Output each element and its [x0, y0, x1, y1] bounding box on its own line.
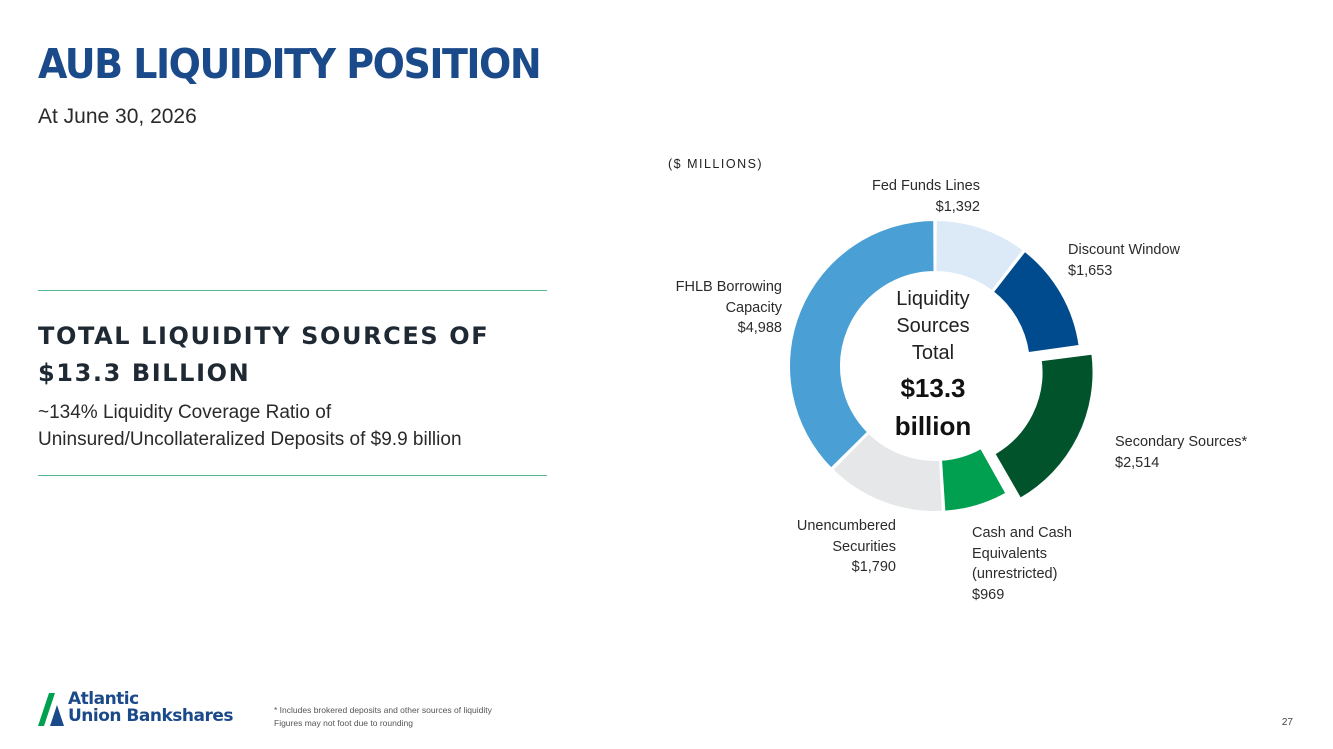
footnote-2: Figures may not foot due to rounding: [274, 718, 413, 728]
label-name: Securities: [832, 538, 896, 555]
label-value: $1,392: [935, 198, 980, 215]
label-name: Fed Funds Lines: [871, 178, 980, 194]
headline-line-2: $13.3 BILLION: [38, 359, 251, 387]
donut-center-label: Liquidity Sources Total $13.3 billion: [868, 286, 998, 443]
divider-bottom: [38, 475, 547, 476]
liquidity-donut-chart: [788, 218, 1095, 513]
center-line-2: Sources: [896, 315, 970, 337]
divider-top: [38, 290, 547, 291]
center-line-3: Total: [911, 342, 955, 364]
label-fhlb-borrowing: FHLB Borrowing Capacity $4,988: [632, 277, 782, 339]
label-value: $969: [972, 586, 1005, 603]
company-logo: Atlantic Union Bankshares: [38, 691, 278, 731]
label-unencumbered-securities: Unencumbered Securities $1,790: [745, 516, 896, 578]
label-name: Cash and Cash: [972, 525, 1072, 541]
page-title: AUB LIQUIDITY POSITION: [38, 40, 542, 88]
label-name: Unencumbered: [796, 518, 896, 534]
units-label: ($ MILLIONS): [668, 157, 764, 171]
label-value: $4,988: [737, 320, 782, 336]
liquidity-headline: TOTAL LIQUIDITY SOURCES OF $13.3 BILLION: [38, 318, 558, 392]
donut-slice-discount-window: [991, 249, 1081, 355]
footnotes: * Includes brokered deposits and other s…: [274, 704, 492, 730]
label-name: Capacity: [725, 299, 782, 316]
label-cash-equivalents: Cash and Cash Equivalents (unrestricted)…: [972, 523, 1112, 605]
center-value-line-2: billion: [894, 411, 972, 441]
center-line-1: Liquidity: [896, 288, 970, 310]
label-name: Secondary Sources*: [1115, 434, 1248, 450]
ratio-line-2: Uninsured/Uncollateralized Deposits of $…: [38, 429, 462, 450]
label-name: FHLB Borrowing: [675, 279, 782, 295]
label-value: $1,653: [1068, 262, 1113, 279]
logo-wordmark: Atlantic Union Bankshares: [68, 689, 234, 726]
ratio-line-1: ~134% Liquidity Coverage Ratio of: [38, 402, 332, 423]
page-number: 27: [1281, 717, 1293, 728]
footnote-1: * Includes brokered deposits and other s…: [274, 705, 492, 715]
label-name: (unrestricted): [972, 566, 1058, 582]
logo-line-2: Union Bankshares: [68, 706, 234, 726]
label-secondary-sources: Secondary Sources* $2,514: [1115, 432, 1285, 473]
donut-slice-fed-funds-lines: [934, 218, 1025, 293]
label-name: Discount Window: [1068, 242, 1181, 258]
label-name: Equivalents: [972, 545, 1047, 562]
label-value: $1,790: [851, 559, 896, 575]
headline-line-1: TOTAL LIQUIDITY SOURCES OF: [38, 322, 490, 350]
logo-mark-icon: [38, 693, 64, 726]
donut-slice-secondary-sources: [993, 352, 1095, 501]
logo-line-1: Atlantic: [68, 689, 139, 709]
label-discount-window: Discount Window $1,653: [1068, 240, 1228, 281]
page-subtitle: At June 30, 2026: [38, 105, 197, 128]
donut-slice-cash-and-cash-equivalents-unrestricted: [939, 446, 1008, 513]
donut-slice-unencumbered-securities: [830, 431, 944, 513]
label-value: $2,514: [1115, 454, 1160, 471]
coverage-ratio-text: ~134% Liquidity Coverage Ratio of Uninsu…: [38, 399, 558, 453]
center-value-line-1: $13.3: [900, 373, 966, 403]
donut-slice-fhlb-borrowing-capacity: [788, 218, 936, 471]
label-fed-funds-lines: Fed Funds Lines $1,392: [830, 176, 980, 217]
